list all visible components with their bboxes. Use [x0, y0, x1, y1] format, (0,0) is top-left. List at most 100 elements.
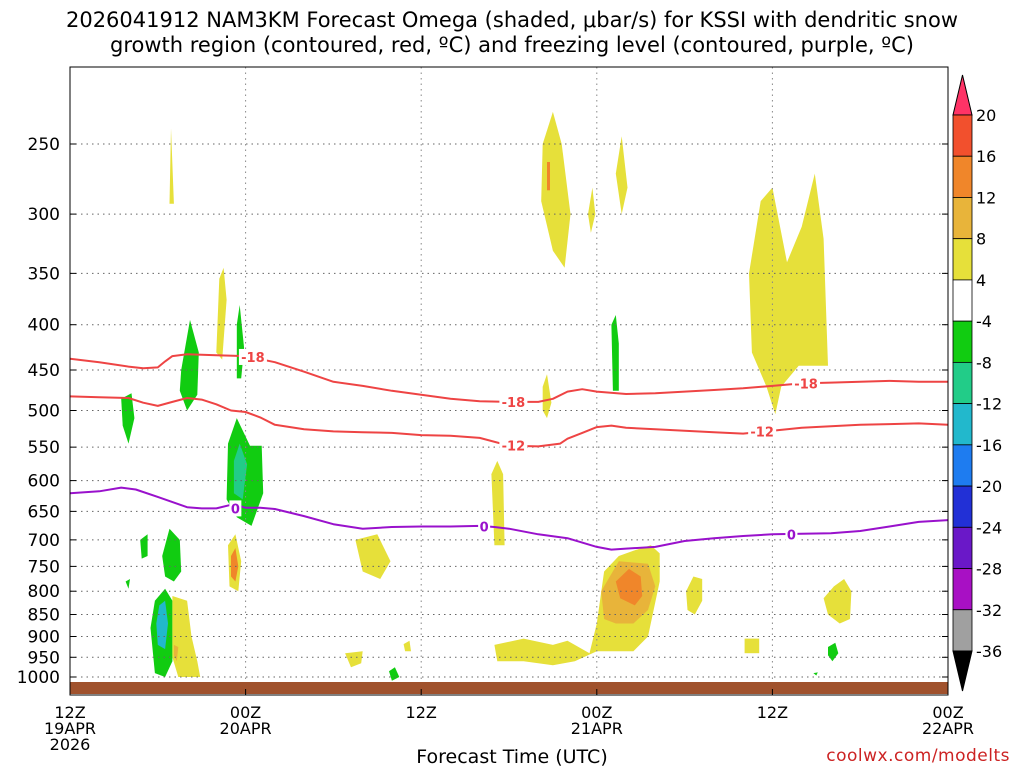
- colorbar-bin: [952, 609, 973, 652]
- colorbar-label: 20: [976, 106, 996, 125]
- contour-label-bg: [499, 437, 528, 454]
- y-tick-label: 850: [28, 606, 60, 626]
- x-tick-label: 00Z: [230, 703, 261, 722]
- contour-label: 0: [480, 520, 489, 535]
- colorbar-label: -36: [976, 642, 1002, 661]
- plot-frame: [69, 66, 949, 696]
- y-tick-label: 700: [28, 531, 60, 551]
- contour-label: 0: [787, 528, 796, 543]
- colorbar-bin: [952, 361, 973, 405]
- omega-region: [686, 576, 703, 615]
- contour-label-bg: [748, 423, 777, 440]
- omega-region: [828, 642, 839, 662]
- contour-label: -18: [794, 377, 818, 392]
- omega-region: [125, 579, 130, 589]
- contour-label: -12: [502, 440, 526, 455]
- omega-region: [547, 162, 550, 191]
- omega-region: [140, 534, 148, 559]
- omega-region: [491, 460, 505, 546]
- omega-region: [231, 548, 239, 582]
- omega-region: [162, 528, 182, 582]
- omega-region: [236, 305, 245, 379]
- terrain-band: [70, 682, 948, 694]
- colorbar: 20 16 12 8 4 -4 -8 -12 -16 -20 -24 -28 -32 -36: [952, 74, 1002, 692]
- y-tick-label: 250: [28, 135, 60, 155]
- x-tick-label: 22APR: [922, 719, 974, 738]
- contour-label-bg: [238, 348, 267, 365]
- colorbar-label: -16: [976, 436, 1002, 455]
- omega-region: [542, 374, 552, 419]
- omega-region: [749, 173, 828, 415]
- contour-label-bg: [792, 375, 821, 392]
- omega-region: [541, 111, 571, 268]
- y-tick-label: 950: [28, 648, 60, 668]
- y-tick-label: 750: [28, 557, 60, 577]
- y-tick-label: 300: [28, 205, 60, 225]
- omega-region: [179, 319, 199, 411]
- chart-subtitle: growth region (contoured, red, ºC) and f…: [110, 33, 914, 57]
- contour-line: [70, 486, 948, 551]
- colorbar-bin: [952, 320, 973, 363]
- x-tick-label: 21APR: [571, 719, 623, 738]
- colorbar-label: 12: [976, 188, 996, 207]
- y-tick-label: 650: [28, 502, 60, 522]
- y-tick-label: 500: [28, 402, 60, 422]
- omega-region: [233, 443, 248, 500]
- colorbar-label: -8: [976, 353, 992, 372]
- contour-line: [70, 353, 948, 403]
- colorbar-bin: [952, 279, 973, 322]
- omega-region: [389, 667, 400, 681]
- omega-region: [355, 534, 391, 579]
- x-tick-label: 00Z: [581, 703, 612, 722]
- omega-region: [744, 638, 760, 654]
- omega-region: [169, 128, 174, 204]
- colorbar-bin: [952, 403, 973, 446]
- colorbar-bin: [952, 197, 973, 240]
- colorbar-arrow-bottom: [952, 650, 973, 692]
- contour-label-bg: [499, 393, 528, 410]
- x-tick-label: 19APR: [44, 719, 96, 738]
- omega-region: [615, 136, 628, 215]
- colorbar-bin: [952, 444, 973, 487]
- contour-label: -18: [502, 396, 526, 411]
- contour-label: -12: [750, 425, 774, 440]
- y-tick-label: 400: [28, 316, 60, 336]
- colorbar-label: 16: [976, 147, 996, 166]
- colorbar-arrow-top: [952, 74, 973, 116]
- omega-region: [345, 651, 363, 668]
- x-tick-label: 12Z: [406, 703, 437, 722]
- credit-text: coolwx.com/modelts: [826, 746, 1010, 766]
- omega-region: [121, 393, 135, 444]
- colorbar-label: -32: [976, 601, 1002, 620]
- y-tick-label: 1000: [17, 668, 60, 688]
- colorbar-label: 4: [976, 271, 986, 290]
- colorbar-bin: [952, 568, 973, 611]
- contour-label: -18: [241, 351, 265, 366]
- omega-region: [611, 315, 619, 391]
- y-tick-label: 800: [28, 582, 60, 602]
- x-axis-label: Forecast Time (UTC): [416, 746, 608, 768]
- colorbar-bin: [952, 114, 973, 157]
- omega-region: [403, 640, 411, 652]
- colorbar-label: -12: [976, 395, 1002, 414]
- colorbar-bin: [952, 238, 973, 281]
- colorbar-bin: [952, 526, 973, 569]
- y-tick-label: 350: [28, 264, 60, 284]
- y-tick-label: 550: [28, 438, 60, 458]
- contour-label-bg: [229, 500, 242, 517]
- y-tick-label: 900: [28, 627, 60, 647]
- contour-label-bg: [785, 526, 798, 543]
- omega-region: [813, 672, 818, 676]
- colorbar-label: -20: [976, 477, 1002, 496]
- x-tick-label: 2026: [50, 735, 91, 754]
- colorbar-bin: [952, 155, 973, 198]
- chart-title: 2026041912 NAM3KM Forecast Omega (shaded…: [65, 8, 959, 32]
- x-tick-label: 12Z: [54, 703, 85, 722]
- colorbar-label: -28: [976, 560, 1002, 579]
- colorbar-label: -4: [976, 312, 992, 331]
- x-tick-label: 12Z: [757, 703, 788, 722]
- omega-region: [615, 568, 643, 606]
- colorbar-bin: [952, 485, 973, 528]
- omega-region: [588, 187, 596, 233]
